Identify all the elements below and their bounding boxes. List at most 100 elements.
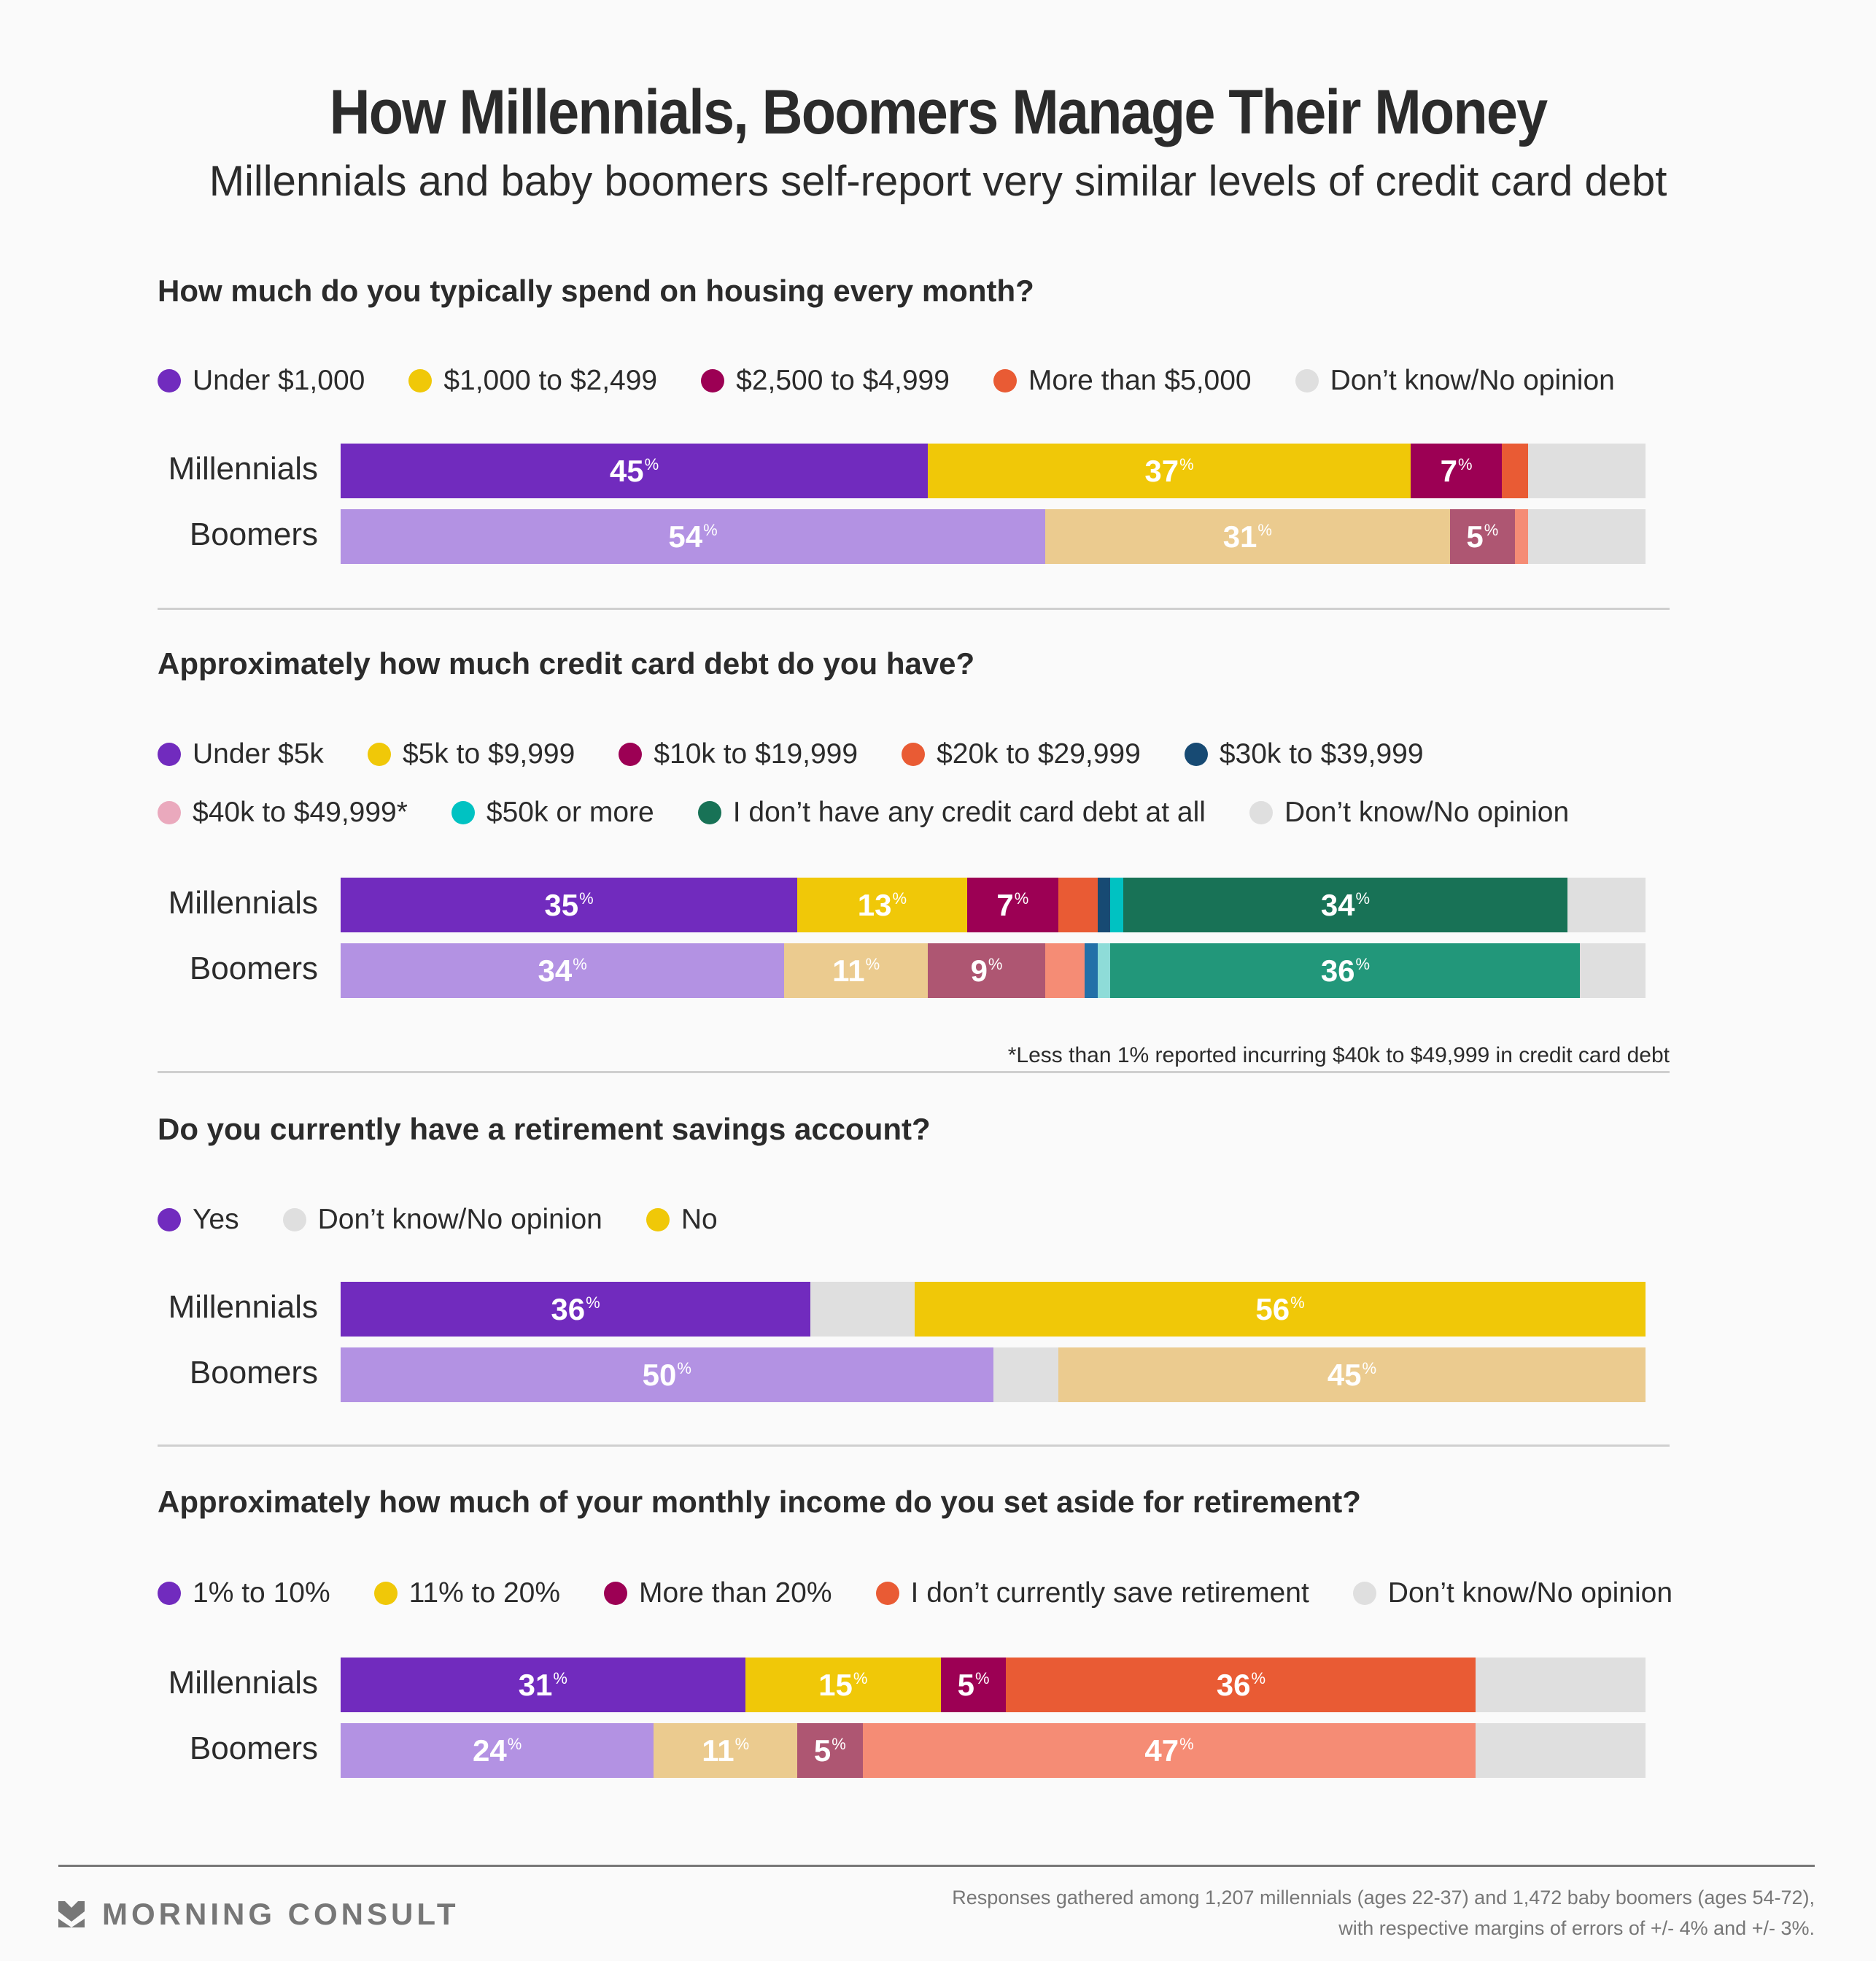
percent-sign: % bbox=[1355, 889, 1371, 908]
data-label: 13% bbox=[857, 887, 907, 922]
data-label: 47% bbox=[1144, 1733, 1193, 1768]
legend-row: Under $1,000 $1,000 to $2,499 $2,500 to $4… bbox=[158, 365, 1615, 397]
bar-segment: 45% bbox=[1058, 1347, 1646, 1402]
panel-question: Approximately how much of your monthly i… bbox=[158, 1485, 1361, 1519]
data-label-value: 34 bbox=[538, 953, 573, 988]
bar-segment: 13% bbox=[797, 878, 967, 932]
legend-item: Don’t know/No opinion bbox=[1249, 797, 1569, 829]
data-label: 45% bbox=[1327, 1359, 1376, 1391]
bar-segment bbox=[1527, 444, 1646, 498]
legend-item: $50k or more bbox=[451, 797, 654, 829]
data-label-value: 7 bbox=[996, 887, 1014, 922]
legend-swatch-icon bbox=[902, 743, 926, 766]
legend-item: More than 20% bbox=[604, 1577, 832, 1609]
legend-row: Under $5k $5k to $9,999 $10k to $19,999 $20… bbox=[158, 738, 1424, 770]
percent-sign: % bbox=[853, 1668, 868, 1687]
percent-sign: % bbox=[677, 1358, 691, 1377]
row-label-millennials: Millennials bbox=[168, 451, 318, 487]
legend-swatch-icon bbox=[1352, 1582, 1376, 1605]
data-label: 45% bbox=[609, 453, 659, 488]
legend-item: Under $1,000 bbox=[158, 365, 365, 397]
data-label-value: 36 bbox=[551, 1291, 586, 1326]
percent-sign: % bbox=[507, 1734, 522, 1753]
row-label-boomers: Boomers bbox=[189, 951, 318, 986]
percent-sign: % bbox=[988, 954, 1003, 973]
percent-sign: % bbox=[1457, 455, 1473, 473]
legend-swatch-icon bbox=[158, 1582, 181, 1605]
data-label: 9% bbox=[971, 954, 1003, 986]
legend-swatch-icon bbox=[367, 743, 391, 766]
data-label: 31% bbox=[519, 1669, 567, 1701]
legend-label: More than $5,000 bbox=[1028, 365, 1252, 396]
bar-segment: 50% bbox=[341, 1347, 993, 1402]
data-label-value: 50 bbox=[642, 1357, 677, 1392]
percent-sign: % bbox=[644, 455, 659, 473]
legend-item: Don’t know/No opinion bbox=[282, 1204, 602, 1236]
bar-segment: 31% bbox=[341, 1658, 745, 1712]
legend-item: $40k to $49,999* bbox=[158, 797, 408, 829]
data-label: 50% bbox=[642, 1357, 691, 1392]
percent-sign: % bbox=[586, 1293, 600, 1312]
legend-label: Don’t know/No opinion bbox=[1284, 797, 1570, 828]
legend-item: More than $5,000 bbox=[993, 365, 1252, 397]
stacked-bar-boomers: 34% 11% 9% 36% bbox=[341, 943, 1646, 998]
legend-swatch-icon bbox=[1249, 801, 1273, 824]
percent-sign: % bbox=[975, 1668, 990, 1687]
data-label: 24% bbox=[473, 1733, 522, 1768]
chart-subtitle: Millennials and baby boomers self-report… bbox=[209, 158, 1667, 205]
data-label-value: 56 bbox=[1255, 1291, 1290, 1326]
panel-question: How much do you typically spend on housi… bbox=[158, 274, 1034, 308]
percent-sign: % bbox=[1179, 455, 1194, 473]
data-label: 37% bbox=[1144, 455, 1194, 487]
legend-item: Don’t know/No opinion bbox=[1295, 365, 1615, 397]
legend-label: $40k to $49,999* bbox=[193, 797, 408, 828]
data-label-value: 11 bbox=[832, 953, 865, 988]
data-label: 11% bbox=[832, 953, 880, 988]
bar-segment: 47% bbox=[862, 1723, 1476, 1778]
percent-sign: % bbox=[573, 954, 587, 973]
stacked-bar-millennials: 31% 15% 5% 36% bbox=[341, 1658, 1646, 1712]
legend-item: $30k to $39,999 bbox=[1184, 738, 1424, 770]
bar-segment bbox=[1058, 878, 1098, 932]
percent-sign: % bbox=[832, 1734, 846, 1753]
legend-row: $40k to $49,999* $50k or more I don’t have… bbox=[158, 797, 1569, 829]
bar-segment: 36% bbox=[341, 1282, 811, 1337]
bar-segment bbox=[1045, 943, 1085, 998]
data-label-value: 47 bbox=[1144, 1733, 1179, 1768]
percent-sign: % bbox=[1257, 520, 1272, 539]
data-label-value: 11 bbox=[702, 1733, 734, 1768]
legend-swatch-icon bbox=[604, 1582, 628, 1605]
data-label-value: 24 bbox=[473, 1733, 507, 1768]
legend-label: $10k to $19,999 bbox=[654, 738, 858, 770]
legend-label: $50k or more bbox=[486, 797, 654, 828]
data-label-value: 13 bbox=[857, 887, 892, 922]
data-label-value: 15 bbox=[818, 1667, 853, 1702]
legend-item: No bbox=[646, 1204, 718, 1236]
percent-sign: % bbox=[1355, 954, 1371, 973]
data-label-value: 35 bbox=[544, 887, 579, 922]
data-label: 15% bbox=[818, 1667, 868, 1702]
legend-row: 1% to 10% 11% to 20% More than 20% I don’t … bbox=[158, 1577, 1672, 1609]
row-label-boomers: Boomers bbox=[189, 517, 318, 552]
data-label: 36% bbox=[1217, 1669, 1265, 1701]
legend-label: 1% to 10% bbox=[193, 1577, 330, 1609]
legend-swatch-icon bbox=[619, 743, 643, 766]
percent-sign: % bbox=[1014, 889, 1029, 908]
data-label-value: 34 bbox=[1320, 887, 1355, 922]
percent-sign: % bbox=[703, 520, 718, 539]
bar-segment bbox=[810, 1282, 915, 1337]
bar-segment: 5% bbox=[1449, 509, 1516, 564]
legend-swatch-icon bbox=[993, 369, 1017, 392]
bar-segment bbox=[1527, 509, 1646, 564]
data-label-value: 45 bbox=[609, 453, 644, 488]
legend-label: $2,500 to $4,999 bbox=[736, 365, 950, 396]
legend-label: Yes bbox=[193, 1204, 239, 1235]
legend-label: Under $5k bbox=[193, 738, 324, 770]
bar-segment bbox=[1476, 1723, 1646, 1778]
bar-segment bbox=[1110, 878, 1124, 932]
percent-sign: % bbox=[1484, 520, 1499, 539]
legend-item: $2,500 to $4,999 bbox=[701, 365, 950, 397]
footer-divider bbox=[58, 1865, 1815, 1867]
data-label: 31% bbox=[1223, 520, 1272, 552]
legend-item: $5k to $9,999 bbox=[367, 738, 575, 770]
